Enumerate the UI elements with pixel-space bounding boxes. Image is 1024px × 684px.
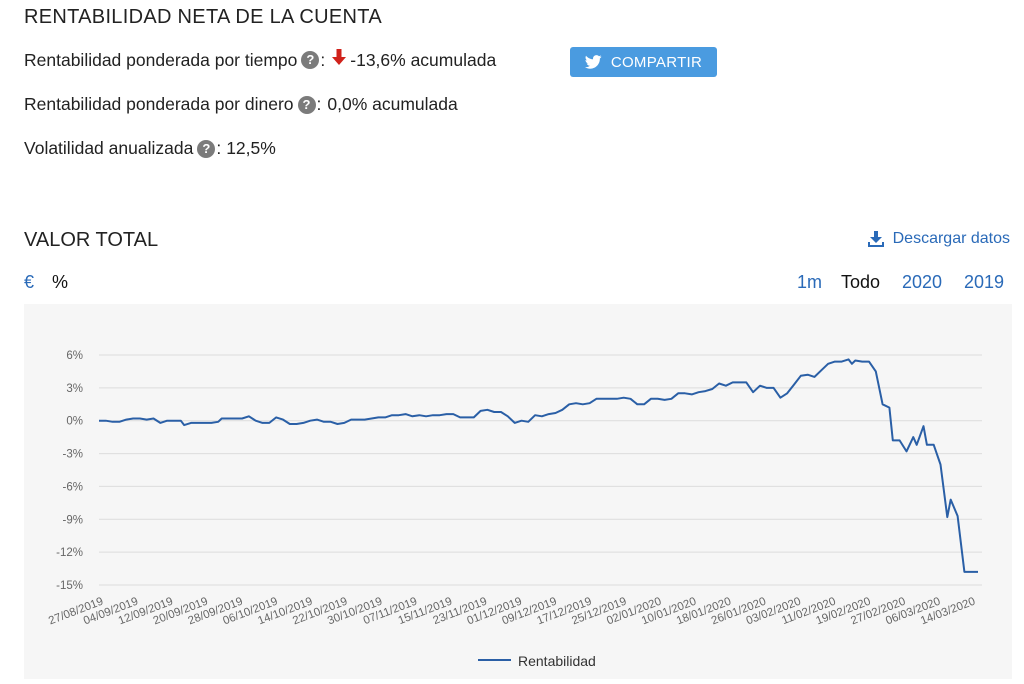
unit-euro-toggle[interactable]: € (24, 272, 35, 292)
chart-area: 6% 3% 0% -3% -6% -9% -12% -15% 27/08/2019 04/09/2… (24, 304, 1012, 679)
time-weighted-label: Rentabilidad ponderada por tiempo (24, 49, 298, 70)
metric-colon: : (316, 94, 322, 114)
time-weighted-metric: Rentabilidad ponderada por tiempo ? : -1… (24, 48, 496, 72)
metric-colon: : (216, 138, 222, 158)
download-label: Descargar datos (892, 230, 1010, 247)
download-icon (867, 230, 884, 247)
share-button[interactable]: COMPARTIR (570, 47, 717, 77)
unit-percent-toggle[interactable]: % (52, 272, 69, 292)
range-2019[interactable]: 2019 (964, 272, 1005, 292)
y-tick-label: -9% (63, 514, 83, 526)
line-chart: 6%3%0%-3%-6%-9%-12%-15%27/08/201904/09/2… (47, 350, 982, 669)
download-data-link[interactable]: Descargar datos (867, 230, 1010, 248)
money-weighted-label: Rentabilidad ponderada por dinero (24, 94, 294, 114)
range-2020[interactable]: 2020 (902, 272, 943, 292)
series-line-rentabilidad (99, 358, 978, 573)
help-icon[interactable]: ? (197, 139, 216, 158)
y-tick-label: -6% (63, 481, 83, 493)
y-tick-label: 0% (66, 416, 83, 428)
legend-label: Rentabilidad (518, 653, 596, 669)
volatility-value: 12,5% (226, 138, 276, 158)
y-tick-label: -3% (63, 449, 83, 461)
money-weighted-value: 0,0% acumulada (327, 94, 458, 114)
range-todo[interactable]: Todo (841, 272, 881, 292)
y-tick-label: -15% (56, 580, 83, 592)
metric-colon: : (320, 49, 326, 70)
help-icon[interactable]: ? (301, 51, 320, 69)
share-label: COMPARTIR (610, 53, 703, 71)
volatility-label: Volatilidad anualizada (24, 138, 194, 158)
y-tick-label: -12% (56, 547, 83, 559)
time-weighted-value: -13,6% acumulada (350, 49, 497, 70)
twitter-bird-icon (584, 55, 602, 69)
y-tick-label: 3% (66, 383, 83, 395)
arrow-down-icon (331, 48, 347, 72)
range-1m[interactable]: 1m (797, 272, 823, 292)
help-icon[interactable]: ? (297, 95, 316, 114)
money-weighted-metric: Rentabilidad ponderada por dinero ? : 0,… (24, 94, 458, 115)
page-title: RENTABILIDAD NETA DE LA CUENTA (24, 6, 382, 28)
y-tick-label: 6% (66, 350, 83, 362)
section-title: VALOR TOTAL (24, 229, 159, 251)
volatility-metric: Volatilidad anualizada ? : 12,5% (24, 138, 276, 159)
